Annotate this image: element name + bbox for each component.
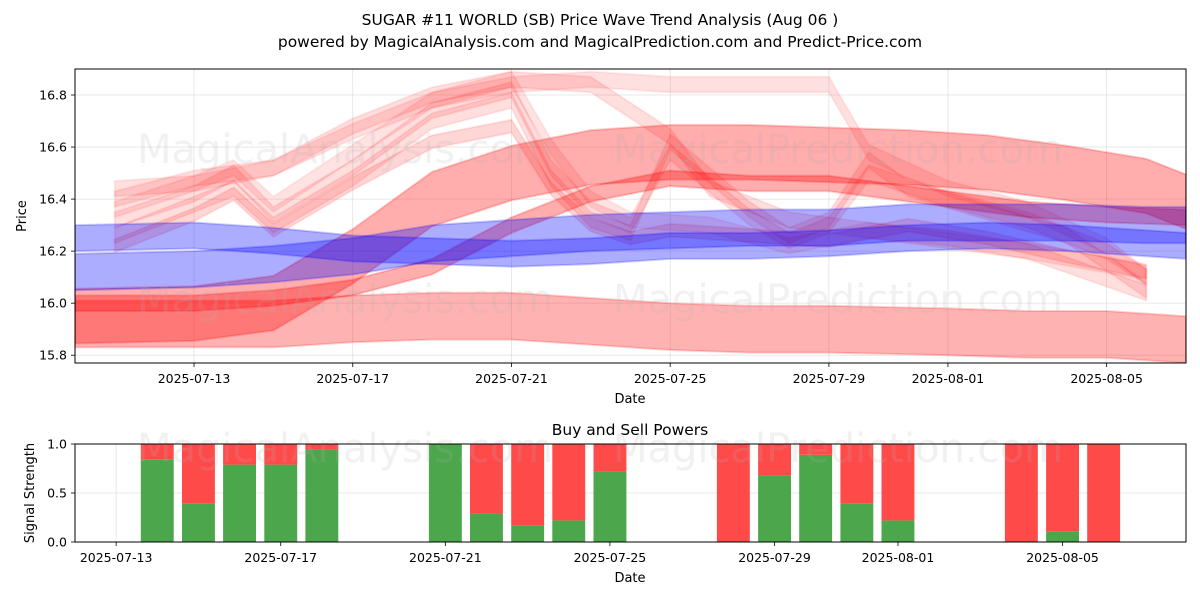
price-x-tick-label: 2025-07-29	[793, 371, 866, 386]
sell-power-bar	[1004, 444, 1038, 542]
price-y-tick-label: 15.8	[39, 348, 67, 363]
power-x-tick-label: 2025-07-29	[738, 550, 811, 565]
price-x-label: Date	[614, 392, 645, 407]
buy-power-bar	[1046, 531, 1079, 542]
price-x-tick-label: 2025-07-25	[634, 371, 707, 386]
price-x-tick-label: 2025-07-17	[316, 371, 389, 386]
trend-band	[75, 291, 1186, 363]
trend-band	[113, 70, 1148, 281]
buy-power-bar	[840, 503, 874, 542]
power-ticks: 2025-07-13 2025-07-17 2025-07-21 2025-07-25…	[47, 437, 1099, 566]
watermark-analysis-top: MagicalAnalysis.com	[137, 127, 553, 173]
power-x-tick-label: 2025-07-13	[80, 550, 153, 565]
trend-band	[113, 81, 1148, 286]
watermark-prediction-bottom: MagicalPrediction.com	[613, 426, 1063, 472]
power-y-tick-label: 0.5	[47, 486, 67, 501]
buy-power-bar	[552, 520, 586, 542]
watermark-analysis-bottom: MagicalAnalysis.com	[137, 426, 553, 472]
power-x-tick-label: 2025-07-25	[574, 550, 647, 565]
power-x-tick-label: 2025-08-05	[1026, 550, 1099, 565]
sell-power-bar	[716, 444, 750, 542]
power-x-label: Date	[614, 571, 645, 586]
trend-band	[75, 221, 1186, 268]
price-x-tick-label: 2025-08-01	[912, 371, 985, 386]
price-grid	[75, 69, 1186, 363]
sell-power-bar	[264, 444, 298, 465]
sell-power-bar	[223, 444, 256, 465]
sell-power-bar	[881, 444, 915, 521]
trend-band	[113, 70, 1148, 302]
sell-power-bar	[182, 444, 215, 504]
buy-power-bar	[140, 459, 174, 542]
sell-power-bar	[1046, 444, 1079, 532]
trend-band	[75, 123, 1186, 345]
price-axes-frame	[74, 68, 1187, 364]
price-y-tick-label: 16.8	[39, 88, 67, 103]
buy-power-bar	[305, 449, 339, 542]
buy-power-bar	[511, 525, 545, 542]
power-y-label: Signal Strength	[23, 443, 38, 543]
sell-power-bar	[593, 444, 627, 472]
sell-power-bar	[799, 444, 833, 455]
power-y-tick-label: 1.0	[47, 437, 67, 452]
sell-power-bar	[840, 444, 874, 504]
buy-power-bar	[182, 503, 215, 542]
sell-power-bar	[470, 444, 503, 514]
price-y-tick-label: 16.4	[39, 192, 67, 207]
buy-power-bar	[428, 444, 462, 542]
price-x-tick-label: 2025-07-21	[475, 371, 548, 386]
sell-power-bar	[140, 444, 174, 460]
price-bands	[75, 70, 1186, 363]
trend-band	[113, 118, 1148, 280]
price-y-tick-label: 16.6	[39, 140, 67, 155]
trend-band	[75, 203, 1186, 292]
power-x-tick-label: 2025-07-17	[244, 550, 317, 565]
sell-power-bar	[305, 444, 339, 450]
buy-power-bar	[593, 471, 627, 542]
power-y-tick-label: 0.0	[47, 535, 67, 550]
price-y-tick-label: 16.0	[39, 296, 67, 311]
buy-power-bar	[470, 513, 503, 542]
sell-power-bar	[1087, 444, 1121, 542]
buy-power-bar	[264, 464, 298, 542]
power-watermarks: MagicalAnalysis.com MagicalPrediction.co…	[137, 426, 1063, 472]
trend-band	[113, 91, 1148, 299]
trend-band	[113, 70, 1148, 286]
power-x-tick-label: 2025-08-01	[862, 550, 935, 565]
sell-power-bar	[511, 444, 545, 526]
watermark-prediction-middle: MagicalPrediction.com	[613, 277, 1063, 323]
buy-power-bar	[799, 454, 833, 542]
buy-power-bar	[758, 475, 791, 542]
price-y-tick-label: 16.2	[39, 244, 67, 259]
watermark-prediction-top: MagicalPrediction.com	[613, 127, 1063, 173]
power-bars	[140, 444, 1121, 542]
power-x-tick-label: 2025-07-21	[409, 550, 482, 565]
watermark-analysis-middle: MagicalAnalysis.com	[137, 277, 553, 323]
sell-power-bar	[758, 444, 791, 476]
chart-title: SUGAR #11 WORLD (SB) Price Wave Trend An…	[362, 11, 839, 29]
price-watermarks: MagicalAnalysis.com MagicalPrediction.co…	[137, 127, 1063, 323]
buy-power-bar	[223, 464, 256, 542]
chart-subtitle: powered by MagicalAnalysis.com and Magic…	[278, 33, 922, 51]
price-y-label: Price	[15, 200, 30, 232]
price-x-tick-label: 2025-08-05	[1070, 371, 1143, 386]
buy-power-bar	[881, 520, 915, 542]
price-x-tick-label: 2025-07-13	[158, 371, 231, 386]
sell-power-bar	[552, 444, 586, 521]
power-chart-title: Buy and Sell Powers	[552, 421, 709, 439]
trend-band	[75, 169, 1186, 312]
price-ticks: 2025-07-13 2025-07-17 2025-07-21 2025-07-25…	[39, 88, 1143, 386]
